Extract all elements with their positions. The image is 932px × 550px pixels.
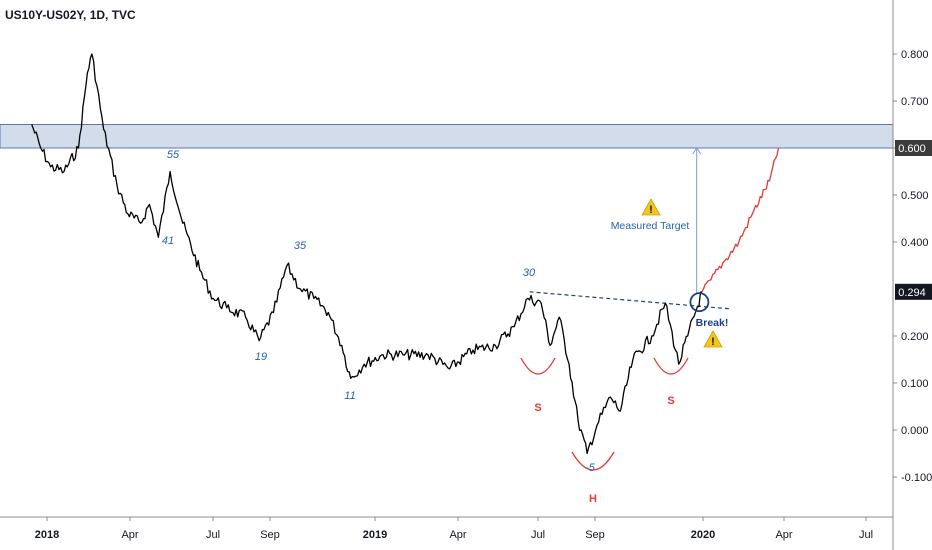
x-axis-ticks: 2018 Apr Jul Sep 2019 Apr Jul Sep 2020 Apr Jul xyxy=(35,517,873,541)
price-badge-current: 0.294 xyxy=(895,283,932,300)
warning-icon: ! xyxy=(641,198,661,216)
x-tick-label: Jul xyxy=(859,529,873,541)
y-tick-label: 0.100 xyxy=(901,378,929,390)
x-tick-label: 2020 xyxy=(691,529,715,541)
y-tick-label: -0.100 xyxy=(901,472,932,484)
wave-label: 55 xyxy=(167,149,180,161)
y-tick-label: 0.800 xyxy=(901,49,929,61)
y-tick-label: 0.000 xyxy=(901,425,929,437)
y-tick-label: 0.400 xyxy=(901,237,929,249)
x-tick-label: 2018 xyxy=(35,529,59,541)
measured-target-label: Measured Target xyxy=(611,220,690,232)
x-tick-label: Jul xyxy=(206,529,220,541)
wave-label: 35 xyxy=(294,240,307,252)
pattern-arcs xyxy=(520,357,689,471)
series-line xyxy=(31,53,703,455)
y-tick-label: 0.700 xyxy=(901,96,929,108)
warning-icon: ! xyxy=(703,330,723,348)
x-tick-label: Jul xyxy=(531,529,545,541)
head-label: H xyxy=(589,493,597,505)
neckline-dashed xyxy=(529,291,730,310)
wave-label: 19 xyxy=(255,351,267,363)
pattern-arc xyxy=(520,357,556,375)
shoulder-label: S xyxy=(534,402,541,414)
y-tick-label: 0.500 xyxy=(901,190,929,202)
break-circle xyxy=(689,292,710,313)
svg-text:0.600: 0.600 xyxy=(898,143,926,155)
y-tick-label: 0.200 xyxy=(901,331,929,343)
x-tick-label: Apr xyxy=(449,529,466,541)
wave-label: 11 xyxy=(344,390,355,402)
x-tick-label: Sep xyxy=(260,529,280,541)
series-group xyxy=(31,53,780,455)
x-tick-label: Apr xyxy=(775,529,792,541)
measured-target-arrow xyxy=(692,147,702,294)
chart-title: US10Y-US02Y, 1D, TVC xyxy=(5,8,136,22)
svg-text:0.294: 0.294 xyxy=(898,287,926,299)
price-badge-highlight: 0.600 xyxy=(895,140,932,156)
x-tick-label: Sep xyxy=(585,529,605,541)
break-label: Break! xyxy=(696,317,729,329)
wave-label: 41 xyxy=(162,235,174,247)
pattern-arc xyxy=(653,357,689,375)
x-tick-label: Apr xyxy=(121,529,138,541)
x-tick-label: 2019 xyxy=(363,529,387,541)
pattern-arc xyxy=(571,451,615,471)
wave-label: 30 xyxy=(523,267,536,279)
wave-label: -5 xyxy=(585,462,596,474)
shoulder-label: S xyxy=(667,395,674,407)
resistance-zone xyxy=(0,124,894,149)
y-axis-ticks: 0.800 0.700 0.600 0.500 0.400 0.200 0.100 0.000… xyxy=(893,49,932,484)
series-line xyxy=(701,147,780,293)
svg-text:!: ! xyxy=(649,204,653,216)
svg-text:!: ! xyxy=(711,336,715,348)
